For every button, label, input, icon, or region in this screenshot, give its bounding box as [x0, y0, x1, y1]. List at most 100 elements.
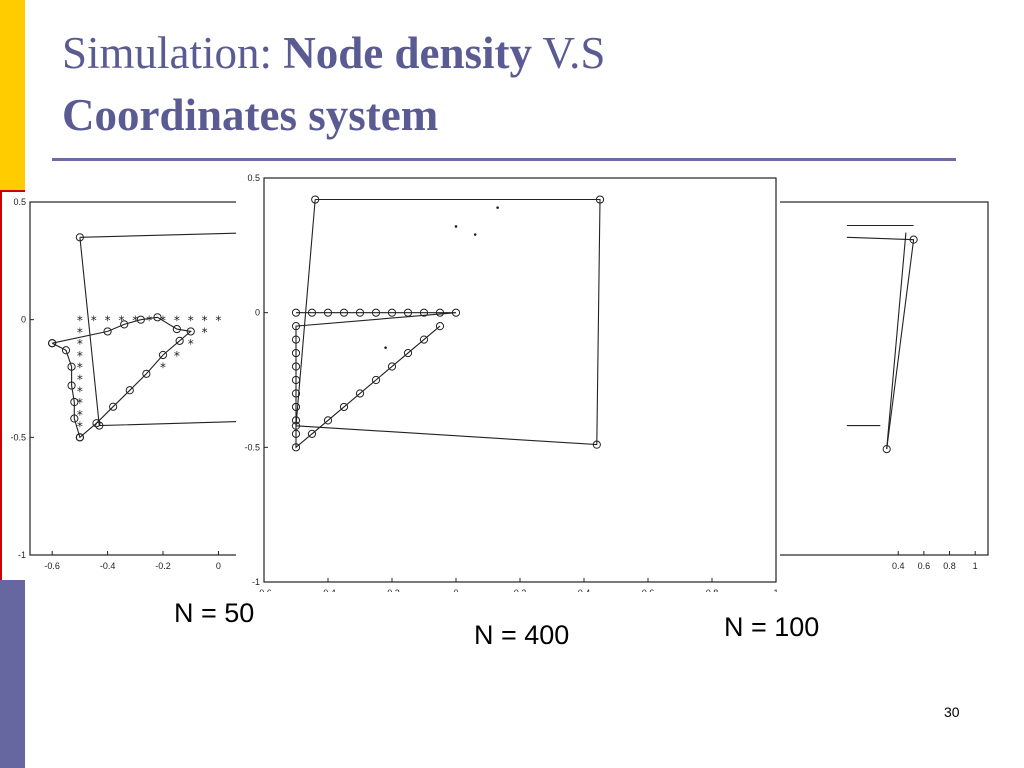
point-star: * — [160, 361, 166, 375]
x-tick-label: -0.2 — [155, 561, 171, 571]
y-tick-label: -1 — [252, 577, 260, 587]
point-circle — [435, 308, 445, 317]
point-circle — [103, 327, 112, 336]
y-tick-label: 0 — [255, 308, 260, 318]
series-line — [886, 232, 907, 450]
series-line — [79, 232, 260, 238]
anchor-node — [882, 445, 891, 454]
point-circle — [291, 308, 301, 317]
x-tick-label: 1 — [773, 588, 778, 592]
y-tick-label: -0.5 — [244, 442, 260, 452]
point-circle — [371, 308, 381, 317]
point-circle — [371, 375, 381, 385]
point-circle — [419, 335, 429, 344]
point-star: * — [132, 314, 138, 328]
accent-bar-blue — [0, 580, 25, 768]
point-star: * — [202, 314, 208, 328]
point-dot — [454, 225, 458, 228]
point-dot — [384, 346, 387, 349]
point-circle — [307, 308, 317, 317]
point-dot — [496, 206, 499, 209]
plot-frame — [29, 201, 260, 556]
plot-area — [291, 195, 605, 452]
point-star: * — [77, 325, 83, 339]
point-circle — [158, 350, 168, 360]
point-circle — [142, 369, 151, 378]
series-line — [51, 316, 192, 439]
title-part-1: Simulation: — [62, 28, 284, 78]
series-line — [846, 236, 915, 450]
chart-n100: 0.4 0.6 0.8 1 — [770, 192, 992, 580]
x-tick-label: -0.6 — [256, 588, 272, 592]
title-part-2: Node density — [283, 28, 533, 78]
x-tick-label: 0.6 — [918, 561, 931, 571]
point-circle — [291, 389, 301, 398]
point-circle — [291, 335, 301, 344]
point-circle — [92, 419, 101, 428]
point-star: * — [174, 349, 180, 363]
point-star: * — [77, 384, 83, 398]
point-circle — [403, 348, 413, 358]
anchor-node — [75, 233, 84, 242]
point-circle — [291, 362, 301, 371]
chart-svg: -0.6 -0.4 -0.2 00.50-0.5-1* * * * * * * * * * *******… — [10, 197, 260, 571]
x-tick-label: 0.2 — [514, 588, 527, 592]
point-star: * — [146, 314, 152, 328]
point-circle — [307, 429, 317, 438]
point-star: * — [77, 361, 83, 375]
label-n400: N = 400 — [474, 620, 570, 650]
point-circle — [120, 320, 129, 329]
point-star: * — [91, 314, 97, 328]
label-n100: N = 100 — [724, 612, 820, 642]
point-circle — [125, 386, 134, 395]
point-circle — [291, 429, 301, 438]
x-tick-label: -0.6 — [44, 561, 60, 571]
point-star: * — [188, 337, 194, 351]
point-dot — [473, 233, 477, 236]
x-tick-label: 1 — [973, 561, 978, 571]
title-part-3: V.S — [532, 28, 606, 78]
point-circle — [323, 308, 333, 317]
x-tick-label: -0.4 — [100, 561, 116, 571]
point-circle — [109, 402, 118, 411]
label-n50: N = 50 — [174, 598, 255, 628]
point-star: * — [160, 314, 166, 328]
y-tick-label: 0.5 — [247, 173, 260, 183]
x-tick-label: 0.4 — [578, 588, 591, 592]
point-star: * — [202, 325, 208, 339]
point-circle — [70, 397, 79, 407]
x-tick-label: 0.8 — [706, 588, 719, 592]
point-circle — [339, 402, 349, 412]
point-circle — [339, 308, 349, 317]
anchor-node — [595, 195, 605, 204]
point-circle — [172, 324, 181, 334]
anchor-node — [592, 440, 601, 449]
y-tick-label: -1 — [18, 550, 26, 560]
x-tick-label: 0 — [216, 561, 221, 571]
point-circle — [291, 402, 301, 412]
chart-n50: -0.6 -0.4 -0.2 0 0.5 0 -0.5 -1 * * * * * * * * * * * * * * * * *… — [2, 192, 260, 580]
point-circle — [323, 416, 333, 425]
chart-svg: 0.4 0.6 0.8 1 — [770, 201, 989, 571]
point-star: * — [118, 314, 124, 328]
point-star: * — [174, 314, 180, 328]
point-circle — [61, 346, 71, 355]
anchor-node — [291, 421, 301, 430]
x-tick-label: 0 — [453, 588, 458, 592]
point-circle — [291, 348, 301, 358]
point-circle — [67, 362, 76, 371]
chart-svg: -0.6 -0.4 -0.2 0 0.2 0.4 0.6 0.8 1 0.5 0 -0.5 -1 — [244, 173, 778, 592]
anchor-node — [311, 195, 320, 204]
point-circle — [435, 322, 445, 331]
point-circle — [136, 315, 145, 324]
point-circle — [419, 308, 429, 317]
x-tick-label: -0.4 — [320, 588, 336, 592]
point-circle — [186, 327, 195, 336]
point-circle — [403, 308, 413, 317]
title-part-4: Coordinates system — [62, 90, 439, 140]
x-tick-label: 0.6 — [642, 588, 655, 592]
point-star: * — [77, 396, 83, 410]
anchor-node — [95, 421, 104, 430]
point-circle — [70, 414, 79, 423]
x-tick-label: 0.4 — [892, 561, 905, 571]
